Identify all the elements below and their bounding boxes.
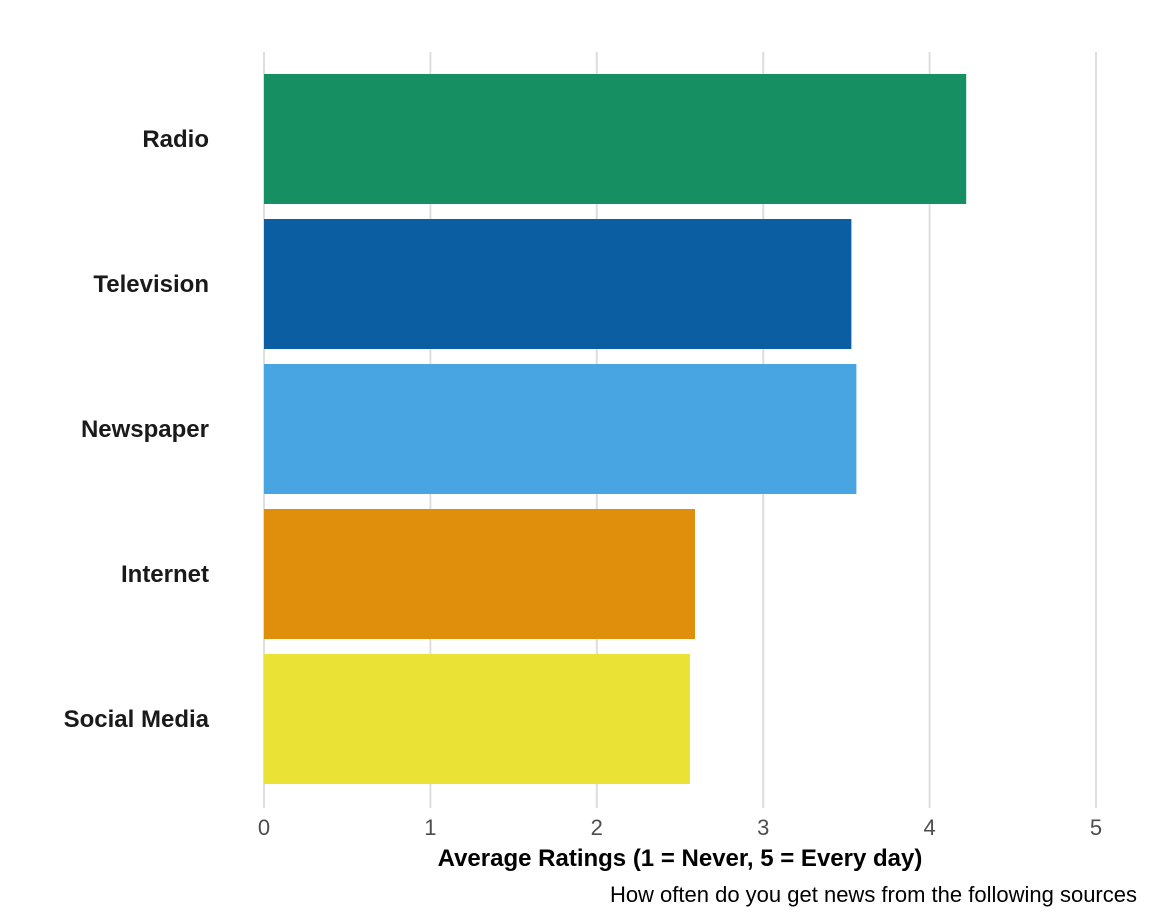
- bar-newspaper: [264, 364, 857, 494]
- bars: [264, 74, 967, 784]
- category-label-internet: Internet: [121, 561, 209, 588]
- x-tick-label-3: 3: [757, 815, 769, 840]
- bar-television: [264, 219, 852, 349]
- x-tick-label-4: 4: [923, 815, 935, 840]
- bar-internet: [264, 509, 695, 639]
- bar-radio: [264, 74, 967, 204]
- category-label-radio: Radio: [142, 126, 209, 153]
- chart-caption: How often do you get news from the follo…: [610, 882, 1137, 907]
- bar-social-media: [264, 654, 690, 784]
- x-tick-label-0: 0: [258, 815, 270, 840]
- x-axis-title: Average Ratings (1 = Never, 5 = Every da…: [438, 845, 923, 872]
- category-labels: Radio Television Newspaper Internet Social M…: [64, 126, 210, 733]
- category-label-newspaper: Newspaper: [81, 416, 209, 443]
- x-tick-label-5: 5: [1090, 815, 1102, 840]
- x-tick-labels: 0 1 2 3 4 5: [258, 815, 1102, 840]
- category-label-social-media: Social Media: [64, 706, 210, 733]
- x-tick-label-1: 1: [424, 815, 436, 840]
- x-tick-label-2: 2: [591, 815, 603, 840]
- category-label-television: Television: [93, 271, 209, 298]
